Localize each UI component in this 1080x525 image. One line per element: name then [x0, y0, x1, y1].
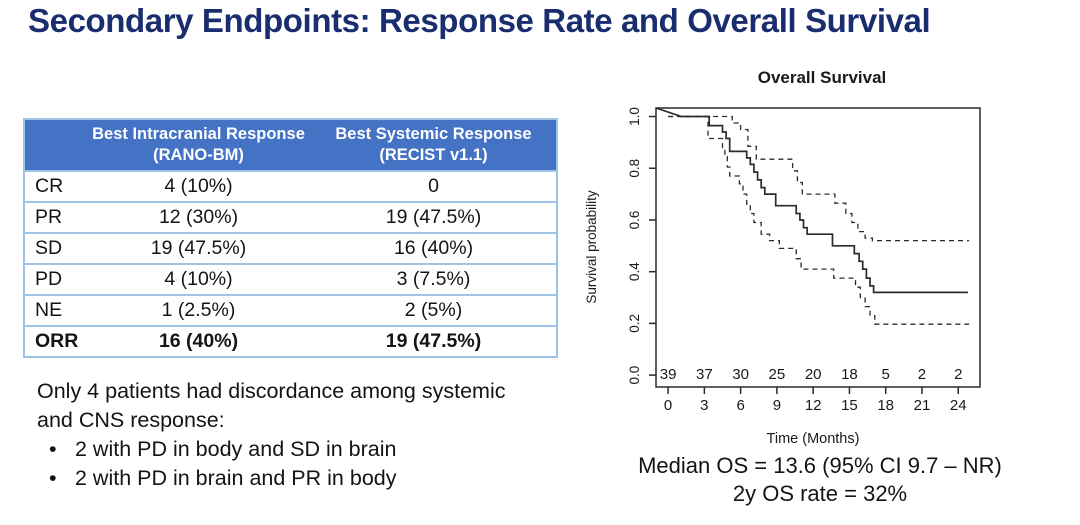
- intracranial-value: 19 (47.5%): [86, 232, 311, 264]
- intracranial-value: 4 (10%): [86, 263, 311, 295]
- km-plot-svg: Overall Survival Survival probability Time…: [584, 68, 981, 447]
- systemic-value: 2 (5%): [311, 294, 557, 326]
- at-risk-count: 20: [805, 366, 822, 383]
- y-axis-label: Survival probability: [584, 190, 599, 304]
- header-intracranial: Best Intracranial Response (RANO-BM): [86, 119, 311, 171]
- systemic-value: 0: [311, 170, 557, 202]
- intracranial-value: 12 (30%): [86, 201, 311, 233]
- os-annotation: Median OS = 13.6 (95% CI 9.7 – NR) 2y OS…: [565, 452, 1075, 508]
- x-axis-label: Time (Months): [767, 431, 860, 447]
- x-tick-label: 0: [664, 397, 672, 414]
- table-row: NE 1 (2.5%) 2 (5%): [24, 294, 557, 326]
- discordance-bullet: • 2 with PD in brain and PR in body: [37, 464, 542, 493]
- header-empty-cell: [24, 119, 86, 171]
- y-tick-label: 0.4: [627, 262, 642, 281]
- table-row: PR 12 (30%) 19 (47.5%): [24, 201, 557, 233]
- x-tick-label: 18: [877, 397, 894, 414]
- intracranial-value: 4 (10%): [86, 170, 311, 202]
- bullet-icon: •: [49, 466, 57, 490]
- at-risk-count: 39: [660, 366, 677, 383]
- x-tick-label: 15: [841, 397, 858, 414]
- discordance-bullet: • 2 with PD in body and SD in brain: [37, 435, 542, 464]
- median-os-line: Median OS = 13.6 (95% CI 9.7 – NR): [638, 453, 1002, 478]
- chart-title: Overall Survival: [758, 68, 887, 87]
- x-tick-label: 3: [700, 397, 708, 414]
- row-label: SD: [24, 232, 86, 264]
- bullet-text: 2 with PD in body and SD in brain: [75, 437, 397, 461]
- systemic-value: 19 (47.5%): [311, 325, 557, 357]
- row-label: CR: [24, 170, 86, 202]
- page-title: Secondary Endpoints: Response Rate and O…: [28, 2, 931, 39]
- upper-ci-curve: [668, 115, 970, 242]
- y-tick-label: 0.8: [627, 159, 642, 178]
- y-tick-label: 0.6: [627, 211, 642, 230]
- os-rate-line: 2y OS rate = 32%: [732, 481, 908, 506]
- x-tick-label: 6: [736, 397, 744, 414]
- at-risk-count: 37: [696, 366, 713, 383]
- header-systemic: Best Systemic Response (RECIST v1.1): [311, 119, 557, 171]
- x-tick-label: 21: [914, 397, 931, 414]
- y-tick-label: 0.2: [627, 314, 642, 333]
- x-tick-label: 12: [805, 397, 822, 414]
- km-curve: [655, 107, 968, 294]
- row-label: PD: [24, 263, 86, 295]
- plot-border: [655, 107, 981, 388]
- row-label: NE: [24, 294, 86, 326]
- at-risk-count: 30: [732, 366, 749, 383]
- at-risk-count: 18: [841, 366, 858, 383]
- table-row: SD 19 (47.5%) 16 (40%): [24, 232, 557, 264]
- table-row: ORR 16 (40%) 19 (47.5%): [24, 325, 557, 357]
- at-risk-count: 2: [918, 366, 926, 383]
- response-table-body: CR 4 (10%) 0 PR 12 (30%) 19 (47.5%) SD 19 (47.5…: [24, 170, 557, 357]
- discordance-notes: Only 4 patients had discordance among sy…: [37, 377, 542, 493]
- x-tick-label: 24: [950, 397, 967, 414]
- y-tick-label: 1.0: [627, 107, 642, 126]
- response-table: Best Intracranial Response (RANO-BM) Bes…: [23, 118, 558, 358]
- y-tick-label: 0.0: [627, 366, 642, 385]
- at-risk-count: 2: [954, 366, 962, 383]
- discordance-list: • 2 with PD in body and SD in brain • 2 wit…: [37, 435, 542, 493]
- bullet-icon: •: [49, 437, 57, 461]
- at-risk-count: 25: [769, 366, 786, 383]
- intracranial-value: 1 (2.5%): [86, 294, 311, 326]
- at-risk-count: 5: [882, 366, 890, 383]
- systemic-value: 19 (47.5%): [311, 201, 557, 233]
- table-row: PD 4 (10%) 3 (7.5%): [24, 263, 557, 295]
- systemic-value: 16 (40%): [311, 232, 557, 264]
- lower-ci-curve: [668, 115, 970, 325]
- intracranial-value: 16 (40%): [86, 325, 311, 357]
- row-label: ORR: [24, 325, 86, 357]
- bullet-text: 2 with PD in brain and PR in body: [75, 466, 397, 490]
- overall-survival-chart: Overall Survival Survival probability Time…: [580, 62, 1080, 457]
- notes-intro: Only 4 patients had discordance among sy…: [37, 379, 506, 432]
- systemic-value: 3 (7.5%): [311, 263, 557, 295]
- table-header-row: Best Intracranial Response (RANO-BM) Bes…: [24, 119, 557, 171]
- row-label: PR: [24, 201, 86, 233]
- x-tick-label: 9: [773, 397, 781, 414]
- table-row: CR 4 (10%) 0: [24, 170, 557, 202]
